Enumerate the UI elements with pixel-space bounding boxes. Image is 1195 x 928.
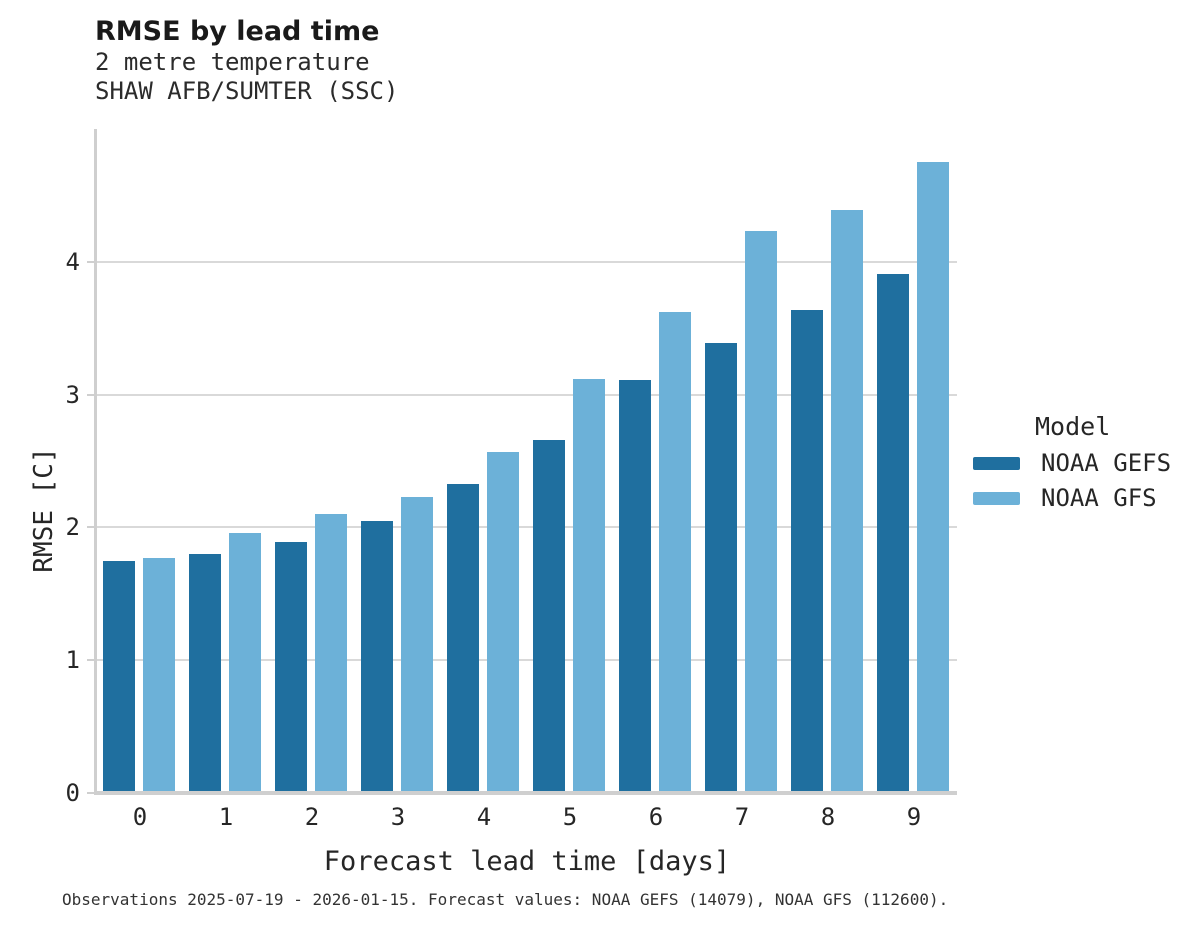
legend-entries: NOAA GEFS NOAA GFS bbox=[973, 449, 1172, 512]
y-tick-mark-0 bbox=[87, 792, 94, 794]
chart-subtitle-variable: 2 metre temperature bbox=[95, 48, 370, 76]
bar-noaa-gfs-day-8 bbox=[831, 210, 863, 793]
bar-noaa-gefs-day-2 bbox=[275, 542, 307, 793]
y-axis-title: RMSE [C] bbox=[29, 447, 59, 573]
x-tick-label-8: 8 bbox=[820, 803, 836, 831]
y-tick-mark-4 bbox=[87, 260, 94, 263]
bar-noaa-gefs-day-1 bbox=[189, 554, 221, 793]
legend-swatch-1 bbox=[973, 491, 1020, 505]
y-tick-mark-1 bbox=[87, 659, 94, 662]
bar-noaa-gefs-day-3 bbox=[361, 521, 393, 793]
x-tick-label-3: 3 bbox=[390, 803, 406, 831]
bar-noaa-gefs-day-9 bbox=[877, 274, 909, 793]
legend-label-1: NOAA GFS bbox=[1041, 484, 1157, 512]
x-axis-title: Forecast lead time [days] bbox=[323, 846, 731, 877]
legend-label-0: NOAA GEFS bbox=[1041, 449, 1172, 477]
x-tick-label-2: 2 bbox=[304, 803, 320, 831]
bar-noaa-gfs-day-4 bbox=[487, 452, 519, 793]
x-tick-label-4: 4 bbox=[476, 803, 492, 831]
bar-noaa-gfs-day-1 bbox=[229, 533, 261, 793]
y-tick-label-1: 1 bbox=[65, 646, 80, 675]
bar-noaa-gefs-day-5 bbox=[533, 440, 565, 793]
y-tick-mark-2 bbox=[87, 526, 94, 529]
bar-noaa-gfs-day-6 bbox=[659, 312, 691, 793]
bar-noaa-gefs-day-4 bbox=[447, 484, 479, 793]
x-tick-label-9: 9 bbox=[906, 803, 922, 831]
legend: Model NOAA GEFS NOAA GFS bbox=[973, 412, 1171, 521]
gridline-y-1 bbox=[97, 659, 957, 662]
bar-noaa-gefs-day-6 bbox=[619, 380, 651, 793]
legend-swatch-0 bbox=[973, 456, 1020, 470]
y-tick-label-4: 4 bbox=[65, 247, 80, 276]
chart-title: RMSE by lead time bbox=[95, 16, 380, 47]
x-axis-line bbox=[94, 791, 957, 795]
x-tick-label-6: 6 bbox=[648, 803, 664, 831]
x-tick-label-7: 7 bbox=[734, 803, 750, 831]
x-tick-label-0: 0 bbox=[132, 803, 148, 831]
gridline-y-2 bbox=[97, 526, 957, 529]
bar-noaa-gfs-day-9 bbox=[917, 162, 949, 793]
bar-noaa-gfs-day-3 bbox=[401, 497, 433, 793]
y-tick-label-2: 2 bbox=[65, 513, 80, 542]
y-axis-line bbox=[94, 129, 97, 795]
y-tick-label-0: 0 bbox=[65, 779, 80, 807]
bar-noaa-gefs-day-7 bbox=[705, 343, 737, 793]
bar-noaa-gefs-day-0 bbox=[103, 561, 135, 793]
y-tick-label-3: 3 bbox=[65, 380, 80, 409]
bar-noaa-gfs-day-0 bbox=[143, 558, 175, 793]
y-tick-mark-3 bbox=[87, 393, 94, 396]
x-tick-label-5: 5 bbox=[562, 803, 578, 831]
bar-noaa-gfs-day-5 bbox=[573, 379, 605, 793]
gridline-y-4 bbox=[97, 260, 957, 263]
gridline-y-3 bbox=[97, 393, 957, 396]
footnote-caption: Observations 2025-07-19 - 2026-01-15. Fo… bbox=[62, 890, 949, 909]
legend-title: Model bbox=[1035, 412, 1111, 441]
bar-noaa-gfs-day-7 bbox=[745, 231, 777, 793]
bar-noaa-gfs-day-2 bbox=[315, 514, 347, 793]
legend-entry-noaa-gefs: NOAA GEFS bbox=[973, 449, 1172, 477]
legend-entry-noaa-gfs: NOAA GFS bbox=[973, 484, 1171, 512]
x-tick-label-1: 1 bbox=[218, 803, 234, 831]
chart-subtitle-station: SHAW AFB/SUMTER (SSC) bbox=[95, 77, 399, 105]
bar-noaa-gefs-day-8 bbox=[791, 310, 823, 793]
chart-header: RMSE by lead time 2 metre temperature SH… bbox=[95, 16, 398, 106]
